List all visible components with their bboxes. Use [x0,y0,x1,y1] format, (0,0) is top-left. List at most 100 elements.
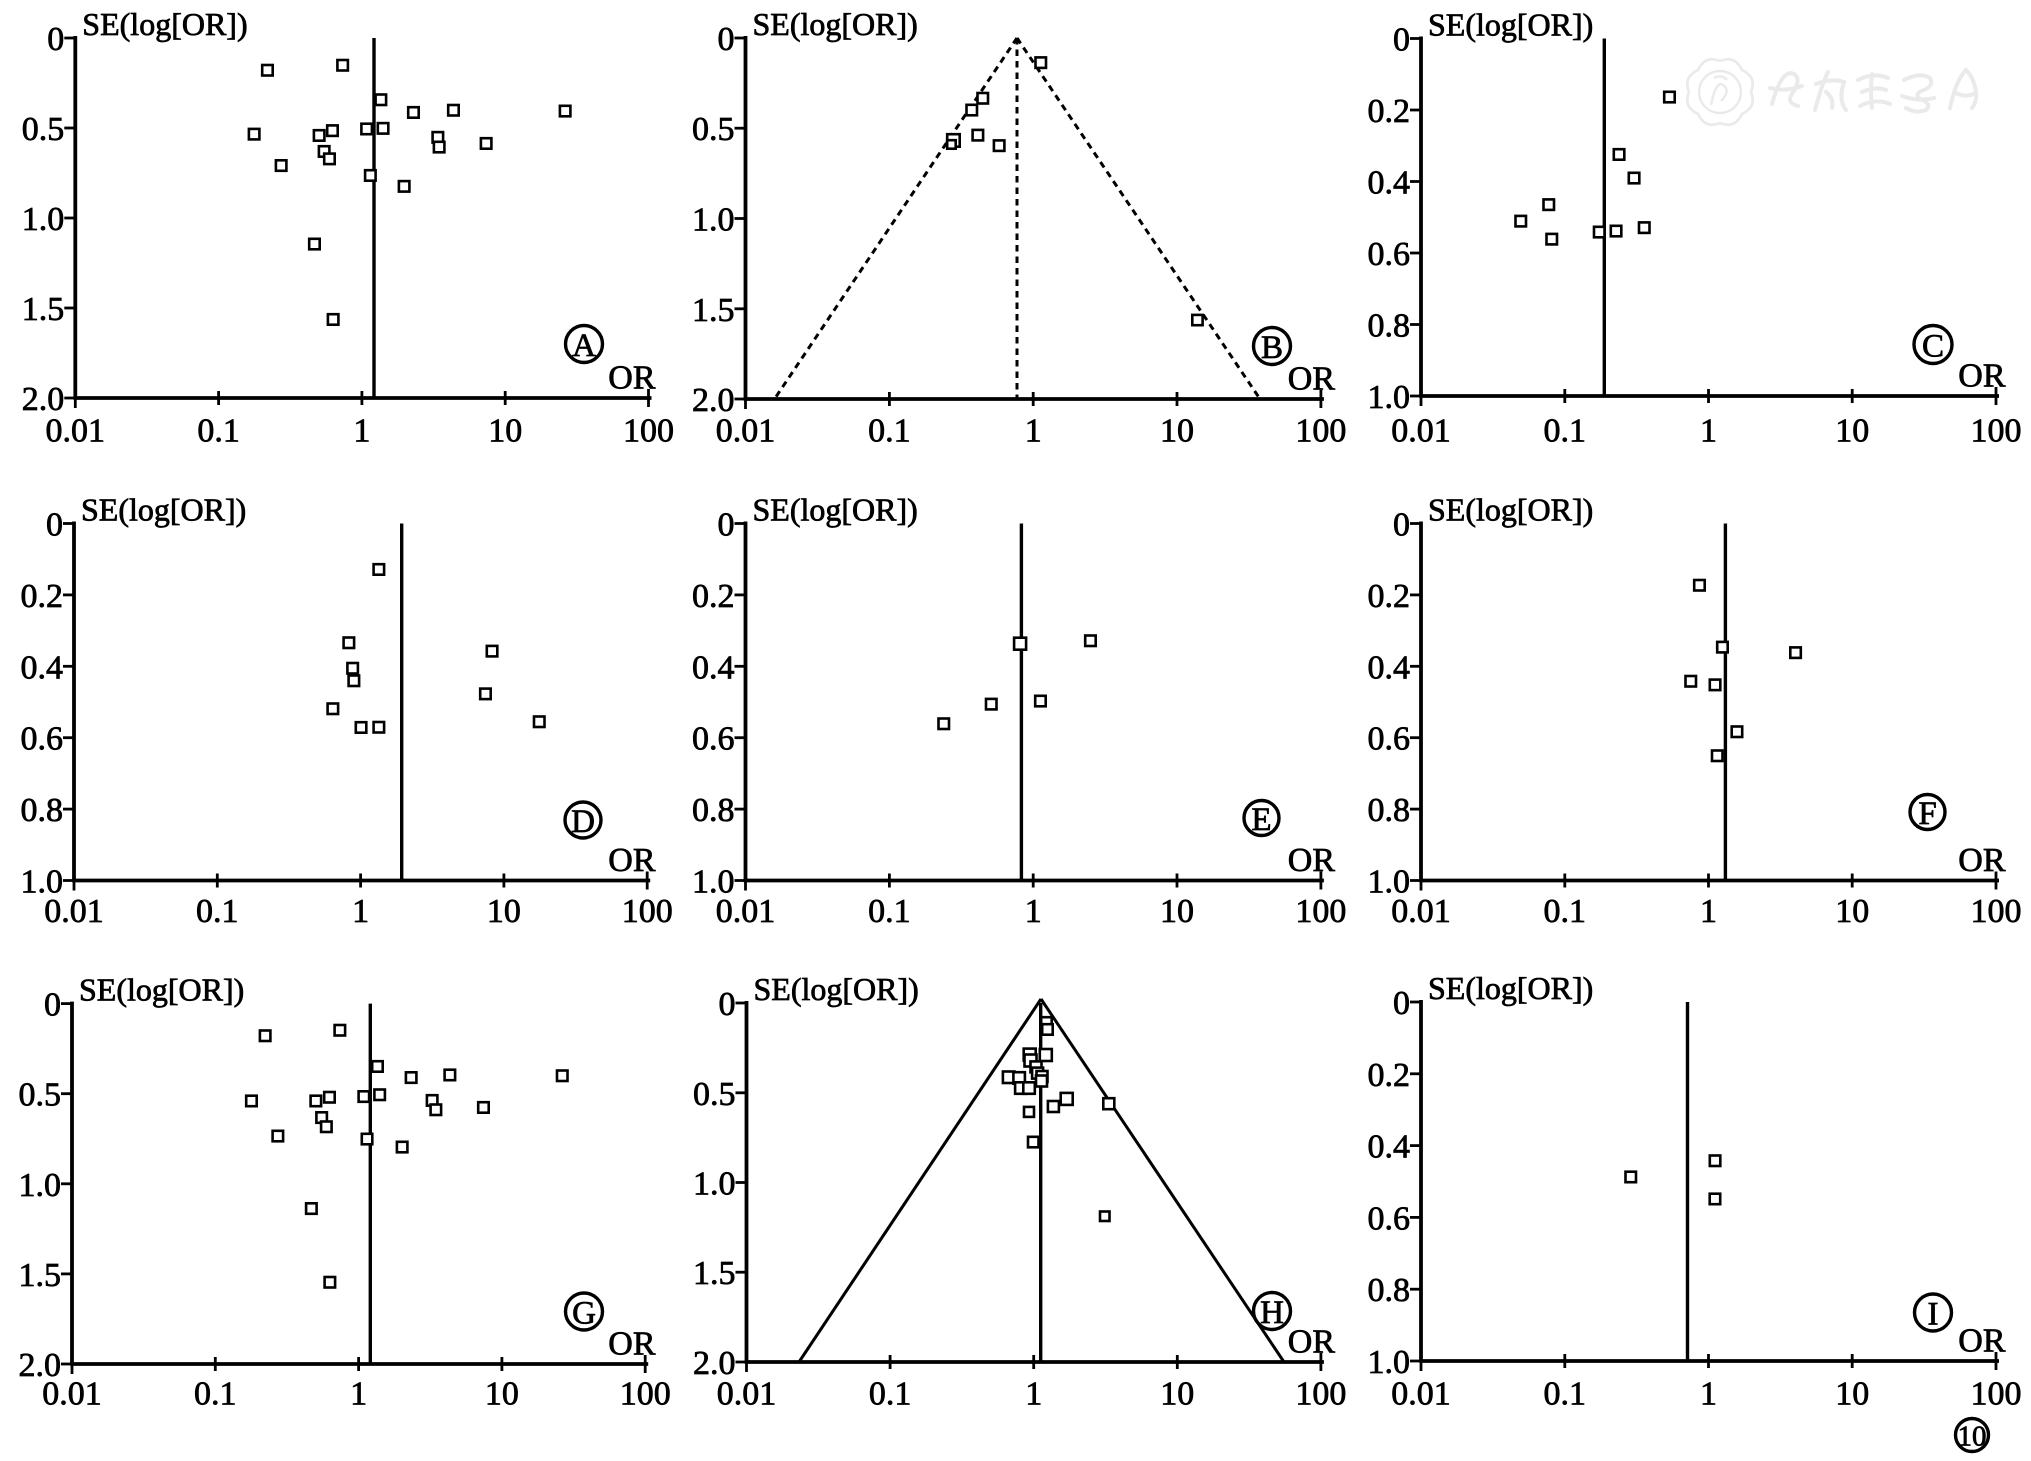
svg-text:0.5: 0.5 [22,111,65,148]
svg-text:0.6: 0.6 [1368,236,1411,273]
svg-text:0: 0 [718,21,735,58]
svg-text:0.01: 0.01 [717,1376,777,1413]
svg-text:1: 1 [353,413,370,450]
svg-text:0.01: 0.01 [46,413,106,450]
svg-text:0.1: 0.1 [197,413,240,450]
svg-text:100: 100 [623,413,674,450]
svg-text:0.01: 0.01 [716,413,776,450]
svg-text:0.1: 0.1 [1544,893,1587,930]
svg-text:0.4: 0.4 [21,649,64,686]
svg-text:OR: OR [1958,1323,2006,1360]
svg-text:1.0: 1.0 [19,1167,62,1204]
svg-text:SE(log[OR]): SE(log[OR]) [82,6,247,42]
svg-text:10: 10 [488,413,522,450]
svg-text:0.6: 0.6 [1368,1200,1411,1237]
svg-text:SE(log[OR]): SE(log[OR]) [753,6,918,42]
svg-text:100: 100 [1971,1376,2022,1413]
svg-text:0: 0 [47,21,64,58]
svg-text:0.2: 0.2 [692,578,735,615]
svg-text:0.4: 0.4 [1368,165,1411,202]
svg-text:1: 1 [1025,1376,1042,1413]
svg-text:SE(log[OR]): SE(log[OR]) [754,971,919,1007]
svg-text:1.5: 1.5 [19,1257,62,1294]
svg-text:OR: OR [608,1326,656,1363]
svg-text:D: D [571,804,595,840]
svg-text:SE(log[OR]): SE(log[OR]) [753,492,918,528]
svg-text:0.1: 0.1 [196,893,239,930]
svg-text:0.01: 0.01 [42,1376,102,1413]
svg-text:0: 0 [718,507,735,544]
svg-text:0.1: 0.1 [1544,413,1587,450]
svg-text:0: 0 [719,986,736,1023]
svg-text:B: B [1261,330,1283,366]
svg-text:10: 10 [1160,1376,1194,1413]
svg-text:0.5: 0.5 [692,111,735,148]
svg-text:100: 100 [1971,893,2022,930]
svg-text:0.1: 0.1 [869,1376,912,1413]
svg-text:1.5: 1.5 [692,292,735,329]
svg-text:OR: OR [1958,358,2006,395]
svg-text:C: C [1922,329,1944,365]
svg-text:0.2: 0.2 [1368,1057,1411,1094]
svg-text:100: 100 [1295,413,1346,450]
svg-text:2.0: 2.0 [19,1347,62,1384]
svg-text:100: 100 [1295,893,1346,930]
svg-text:0.2: 0.2 [1368,578,1411,615]
svg-text:1.5: 1.5 [693,1255,736,1292]
svg-text:1.0: 1.0 [692,202,735,239]
svg-text:0: 0 [1393,22,1410,59]
svg-text:0.4: 0.4 [1368,649,1411,686]
svg-text:1.5: 1.5 [22,291,65,328]
svg-text:10: 10 [1160,413,1194,450]
svg-text:SE(log[OR]): SE(log[OR]) [1428,7,1593,43]
svg-text:2.0: 2.0 [22,381,65,418]
svg-text:0.6: 0.6 [21,721,64,758]
svg-text:1: 1 [352,893,369,930]
svg-text:1.0: 1.0 [1368,864,1411,901]
svg-text:10: 10 [1835,1376,1869,1413]
svg-text:0.5: 0.5 [693,1076,736,1113]
svg-text:0.1: 0.1 [868,413,911,450]
svg-text:100: 100 [620,1376,671,1413]
svg-text:0.01: 0.01 [1391,1376,1451,1413]
svg-text:1: 1 [1700,1376,1717,1413]
svg-text:0.8: 0.8 [1368,308,1411,345]
svg-text:0.4: 0.4 [692,649,735,686]
svg-text:0.6: 0.6 [692,721,735,758]
svg-text:F: F [1918,796,1936,832]
svg-text:I: I [1928,1297,1939,1333]
svg-text:H: H [1260,1295,1284,1331]
svg-text:0.01: 0.01 [44,893,104,930]
svg-text:0.4: 0.4 [1368,1129,1411,1166]
svg-text:2.0: 2.0 [693,1345,736,1382]
svg-text:1.0: 1.0 [1368,1344,1411,1381]
svg-text:100: 100 [1295,1376,1346,1413]
svg-text:1.0: 1.0 [1368,379,1411,416]
svg-text:G: G [572,1296,596,1332]
svg-text:10: 10 [1160,893,1194,930]
svg-text:OR: OR [1288,1324,1336,1361]
svg-text:0.8: 0.8 [1368,1272,1411,1309]
svg-text:0.1: 0.1 [1544,1376,1587,1413]
svg-text:1.0: 1.0 [692,864,735,901]
svg-text:1.0: 1.0 [22,201,65,238]
svg-text:1: 1 [350,1376,367,1413]
svg-text:SE(log[OR]): SE(log[OR]) [1428,492,1593,528]
svg-text:0.2: 0.2 [21,578,64,615]
svg-text:OR: OR [608,360,656,397]
svg-text:1: 1 [1700,413,1717,450]
svg-text:SE(log[OR]): SE(log[OR]) [1428,970,1593,1006]
svg-text:0.01: 0.01 [1391,893,1451,930]
svg-text:0.01: 0.01 [716,893,776,930]
svg-text:0: 0 [1393,985,1410,1022]
svg-text:E: E [1251,802,1271,838]
svg-text:1.0: 1.0 [21,864,64,901]
svg-text:OR: OR [1958,842,2006,879]
svg-text:2.0: 2.0 [692,382,735,419]
svg-text:0: 0 [44,987,61,1024]
svg-text:0.2: 0.2 [1368,93,1411,130]
svg-text:10: 10 [1835,413,1869,450]
svg-text:0: 0 [1393,507,1410,544]
svg-text:10: 10 [487,893,521,930]
svg-text:10: 10 [1958,1421,1987,1453]
